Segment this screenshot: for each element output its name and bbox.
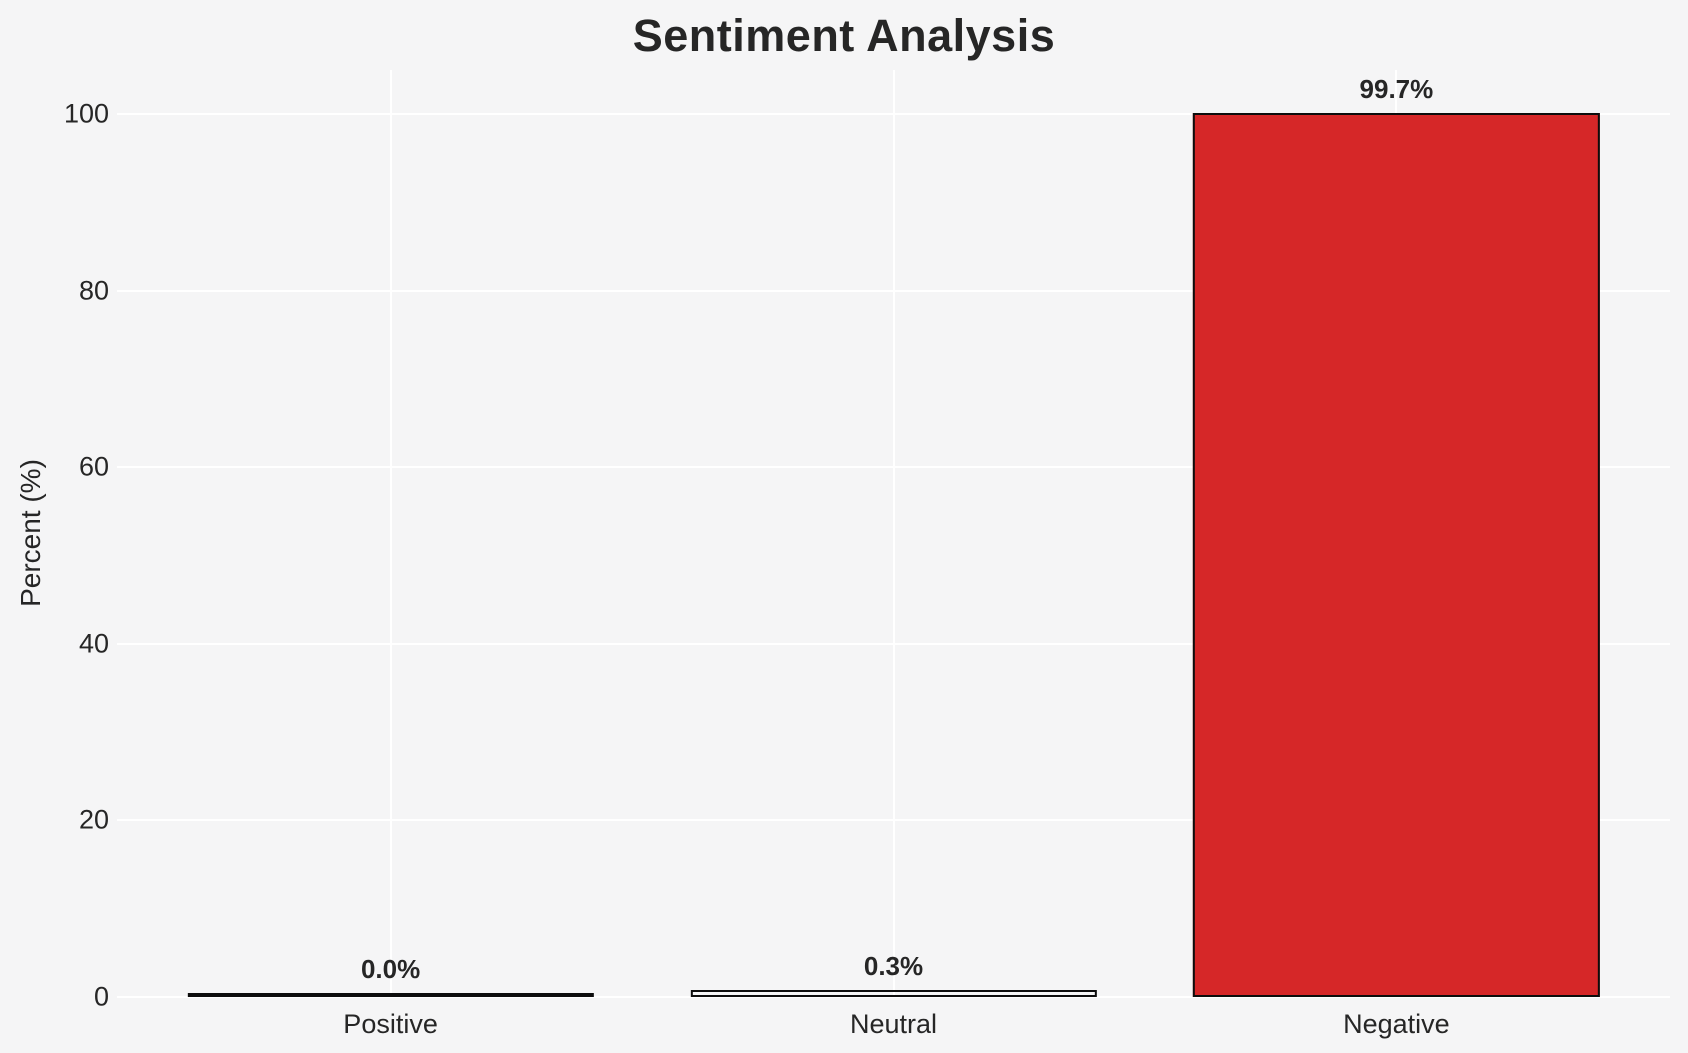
- y-tick-label: 20: [78, 804, 109, 835]
- y-tick-label: 40: [78, 628, 109, 659]
- bar-positive: [187, 993, 594, 997]
- bar-value-label: 99.7%: [1359, 73, 1434, 104]
- plot-area: 0 20 40 60 80 100 0.0% Positive 0.3% Neutral 99.7%…: [64, 70, 1670, 1039]
- y-tick-label: 100: [63, 98, 109, 129]
- x-tick-label: Positive: [343, 1009, 438, 1039]
- bar-value-label: 0.3%: [863, 951, 924, 982]
- chart-title: Sentiment Analysis: [632, 10, 1056, 61]
- y-tick-label: 60: [78, 451, 109, 482]
- bar-negative: [1193, 112, 1600, 997]
- x-tick-label: Negative: [1343, 1009, 1450, 1039]
- gridline-horizontal: [117, 996, 1670, 998]
- y-tick-label: 0: [93, 981, 109, 1012]
- y-axis-label: Percent (%): [15, 459, 46, 607]
- y-tick-label: 80: [78, 275, 109, 306]
- gridline-vertical: [892, 70, 895, 997]
- bar-value-label: 0.0%: [360, 954, 421, 984]
- gridline-vertical: [389, 70, 392, 997]
- x-tick-label: Neutral: [849, 1009, 938, 1039]
- bar-neutral: [690, 990, 1097, 997]
